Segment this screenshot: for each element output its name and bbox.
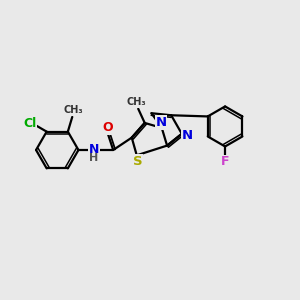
- Text: S: S: [133, 155, 142, 168]
- Text: F: F: [221, 155, 229, 168]
- Text: H: H: [89, 153, 99, 163]
- Text: O: O: [102, 122, 112, 134]
- Text: N: N: [89, 143, 99, 157]
- Text: CH₃: CH₃: [127, 97, 147, 107]
- Text: N: N: [156, 116, 167, 129]
- Text: Cl: Cl: [23, 117, 37, 130]
- Text: N: N: [182, 129, 193, 142]
- Text: CH₃: CH₃: [64, 105, 84, 116]
